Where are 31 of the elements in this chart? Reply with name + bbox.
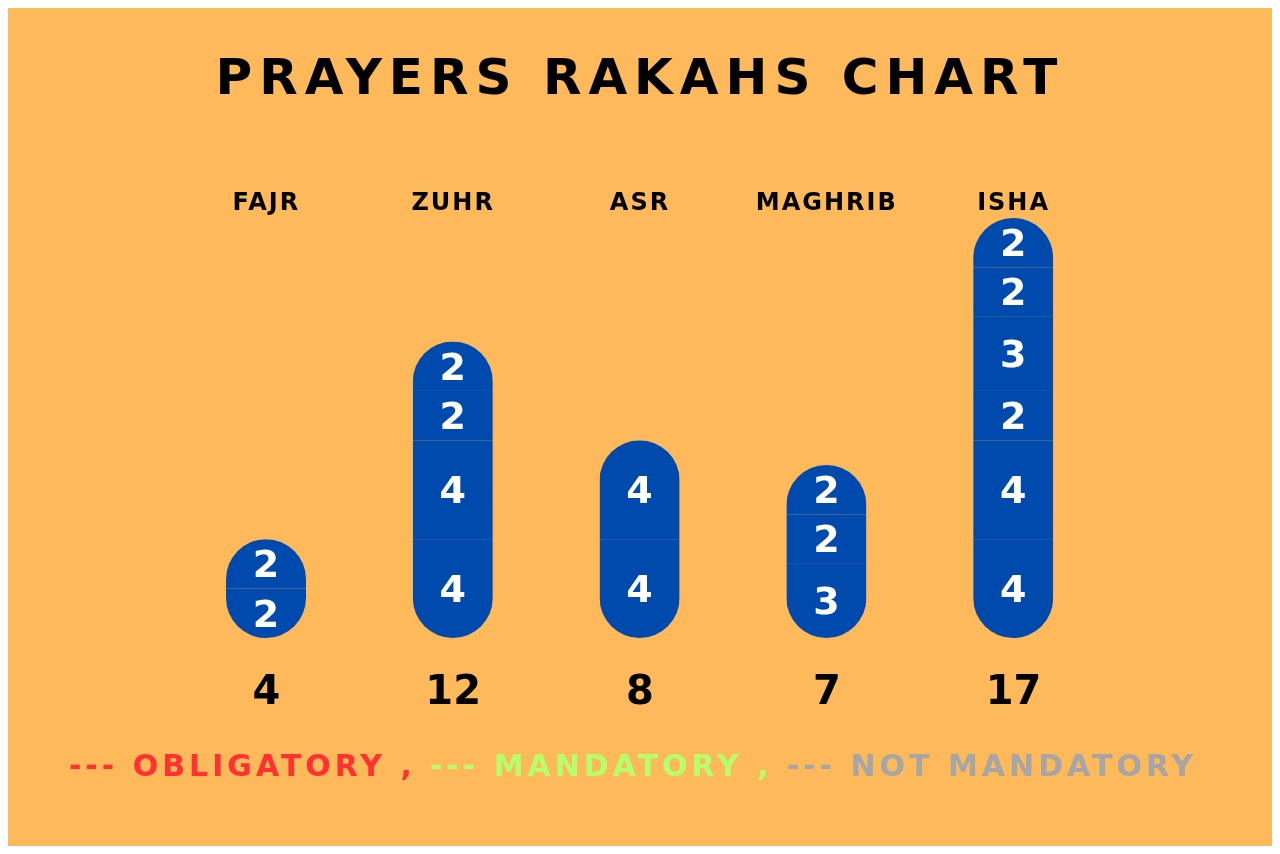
x-tick-label: ZUHR — [411, 188, 495, 216]
data-label: 4 — [439, 468, 467, 513]
total-label: 7 — [812, 667, 841, 714]
data-label: 4 — [626, 566, 653, 611]
data-label: 4 — [999, 468, 1027, 513]
text: --- NOT MANDATORY — [786, 748, 1198, 783]
data-label: 2 — [999, 393, 1027, 438]
data-label: 2 — [999, 221, 1027, 266]
total-label: 4 — [252, 667, 281, 714]
data-label: 2 — [439, 393, 467, 438]
text: --- OBLIGATORY , — [68, 748, 416, 783]
total-label: 17 — [985, 667, 1042, 714]
data-label: 3 — [813, 579, 840, 624]
data-label: 4 — [439, 566, 467, 611]
chart-title: PRAYERS RAKAHS CHART — [214, 47, 1066, 108]
x-tick-label: FAJR — [232, 188, 301, 216]
data-label: 2 — [252, 591, 280, 636]
data-label: 2 — [813, 468, 840, 513]
total-label: 12 — [425, 667, 482, 714]
text: --- MANDATORY , — [429, 748, 773, 783]
x-tick-label: MAGHRIB — [755, 188, 898, 216]
data-label: 2 — [813, 517, 840, 562]
x-tick-label: ASR — [609, 188, 671, 216]
x-tick-label: ISHA — [977, 188, 1051, 216]
data-label: 4 — [626, 468, 653, 513]
data-label: 2 — [439, 344, 467, 389]
data-label: 4 — [999, 566, 1027, 611]
total-label: 8 — [626, 667, 654, 714]
data-label: 2 — [252, 542, 280, 587]
data-label: 3 — [999, 332, 1027, 377]
data-label: 2 — [999, 270, 1027, 315]
